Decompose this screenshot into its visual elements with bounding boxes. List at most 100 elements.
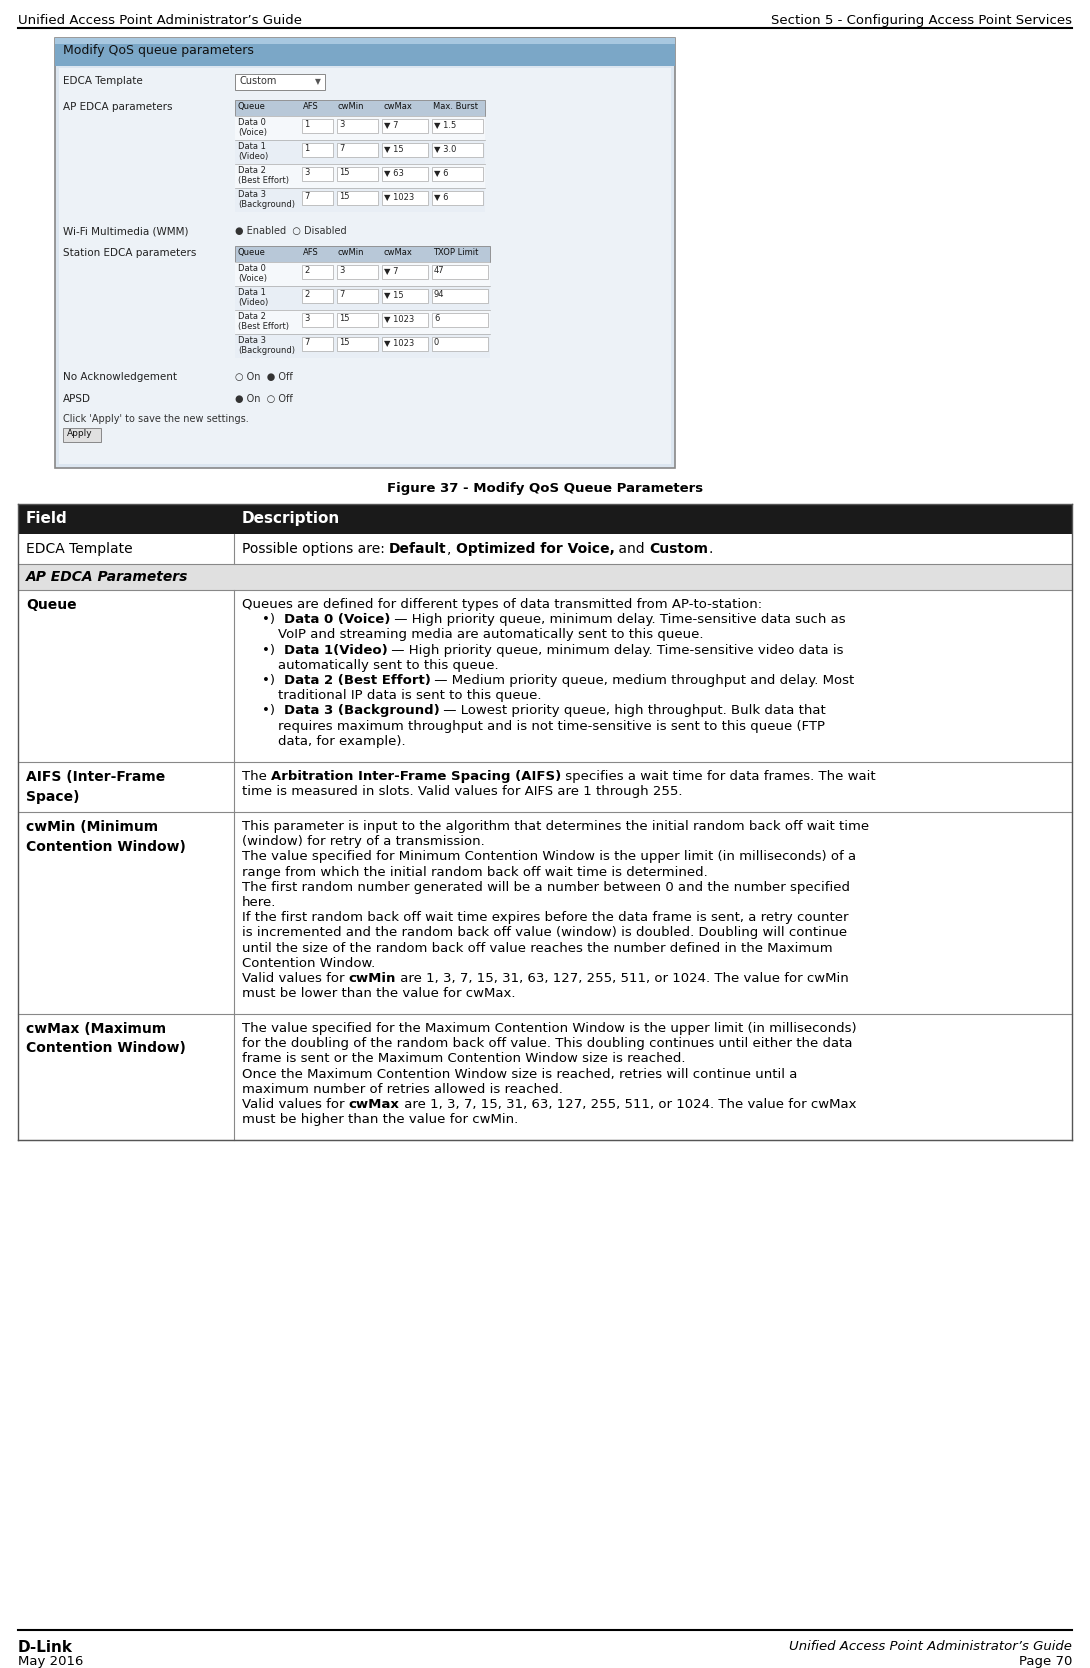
- Text: Valid values for: Valid values for: [242, 1098, 349, 1111]
- Text: cwMax (Maximum
Contention Window): cwMax (Maximum Contention Window): [26, 1022, 186, 1056]
- Text: ● On  ○ Off: ● On ○ Off: [235, 394, 293, 404]
- Text: The first random number generated will be a number between 0 and the number spec: The first random number generated will b…: [242, 881, 850, 894]
- Text: 47: 47: [434, 265, 445, 275]
- Text: Contention Window.: Contention Window.: [242, 957, 375, 969]
- Text: Field: Field: [26, 510, 68, 525]
- Bar: [235, 245, 490, 262]
- Text: cwMax: cwMax: [383, 249, 412, 257]
- Text: Unified Access Point Administrator’s Guide: Unified Access Point Administrator’s Gui…: [19, 13, 302, 27]
- Text: Data 0: Data 0: [238, 264, 266, 274]
- Text: must be higher than the value for cwMin.: must be higher than the value for cwMin.: [242, 1113, 518, 1126]
- Text: Data 3: Data 3: [238, 190, 266, 198]
- Text: automatically sent to this queue.: automatically sent to this queue.: [278, 659, 498, 672]
- Bar: [432, 265, 488, 279]
- Text: Page 70: Page 70: [1019, 1655, 1071, 1668]
- Text: must be lower than the value for cwMax.: must be lower than the value for cwMax.: [242, 987, 516, 1001]
- Text: •): •): [262, 674, 283, 687]
- Text: This parameter is input to the algorithm that determines the initial random back: This parameter is input to the algorithm…: [242, 821, 869, 832]
- Text: ▼ 6: ▼ 6: [434, 168, 448, 177]
- Text: ▼ 15: ▼ 15: [384, 143, 403, 153]
- Text: frame is sent or the Maximum Contention Window size is reached.: frame is sent or the Maximum Contention …: [242, 1053, 686, 1066]
- Text: and: and: [615, 542, 650, 555]
- Text: 1: 1: [304, 120, 310, 128]
- Text: 7: 7: [339, 290, 344, 299]
- Text: Data 2: Data 2: [238, 312, 266, 320]
- Text: Queues are defined for different types of data transmitted from AP-to-station:: Queues are defined for different types o…: [242, 599, 762, 610]
- Text: — Lowest priority queue, high throughput. Bulk data that: — Lowest priority queue, high throughput…: [439, 704, 826, 717]
- Text: Queue: Queue: [238, 249, 266, 257]
- Text: AIFS (Inter-Frame
Space): AIFS (Inter-Frame Space): [26, 771, 166, 804]
- Text: ▼ 15: ▼ 15: [384, 290, 403, 299]
- Text: .: .: [708, 542, 713, 555]
- Text: — Medium priority queue, medium throughput and delay. Most: — Medium priority queue, medium throughp…: [431, 674, 855, 687]
- Text: are 1, 3, 7, 15, 31, 63, 127, 255, 511, or 1024. The value for cwMax: are 1, 3, 7, 15, 31, 63, 127, 255, 511, …: [400, 1098, 856, 1111]
- Text: VoIP and streaming media are automatically sent to this queue.: VoIP and streaming media are automatical…: [278, 629, 703, 642]
- Text: ▼ 1023: ▼ 1023: [384, 339, 414, 347]
- Bar: [302, 167, 334, 182]
- Text: 3: 3: [304, 168, 310, 177]
- Bar: [19, 762, 1071, 812]
- Text: Station EDCA parameters: Station EDCA parameters: [63, 249, 196, 259]
- Bar: [302, 337, 334, 350]
- Text: 94: 94: [434, 290, 445, 299]
- Text: EDCA Template: EDCA Template: [26, 542, 133, 555]
- Bar: [382, 143, 428, 157]
- Text: Apply: Apply: [66, 429, 93, 439]
- Text: If the first random back off wait time expires before the data frame is sent, a : If the first random back off wait time e…: [242, 911, 848, 924]
- Bar: [432, 118, 483, 133]
- Bar: [54, 38, 675, 67]
- Text: cwMin: cwMin: [338, 102, 364, 112]
- Bar: [19, 1014, 1071, 1139]
- Text: (window) for retry of a transmission.: (window) for retry of a transmission.: [242, 836, 485, 849]
- Text: 7: 7: [304, 339, 310, 347]
- Text: (Background): (Background): [238, 200, 295, 208]
- Bar: [235, 73, 325, 90]
- Text: No Acknowledgement: No Acknowledgement: [63, 372, 177, 382]
- Text: (Voice): (Voice): [238, 128, 267, 137]
- Bar: [302, 192, 334, 205]
- Bar: [235, 117, 485, 140]
- Bar: [302, 314, 334, 327]
- Text: Data 1(Video): Data 1(Video): [283, 644, 387, 657]
- Bar: [235, 334, 490, 359]
- Text: Section 5 - Configuring Access Point Services: Section 5 - Configuring Access Point Ser…: [771, 13, 1071, 27]
- Text: here.: here.: [242, 896, 277, 909]
- Text: Data 3: Data 3: [238, 335, 266, 345]
- Bar: [54, 38, 675, 469]
- Text: ▼ 1023: ▼ 1023: [384, 192, 414, 202]
- Bar: [63, 429, 101, 442]
- Text: for the doubling of the random back off value. This doubling continues until eit: for the doubling of the random back off …: [242, 1037, 852, 1051]
- Text: 3: 3: [339, 120, 344, 128]
- Text: cwMax: cwMax: [383, 102, 412, 112]
- Text: (Video): (Video): [238, 299, 268, 307]
- Bar: [302, 118, 334, 133]
- Text: AFS: AFS: [303, 102, 318, 112]
- Text: 0: 0: [434, 339, 439, 347]
- Text: Custom: Custom: [239, 77, 277, 87]
- Bar: [19, 504, 1071, 534]
- Text: The: The: [242, 771, 271, 782]
- Text: (Best Effort): (Best Effort): [238, 322, 289, 330]
- Text: cwMin: cwMin: [338, 249, 364, 257]
- Text: is incremented and the random back off value (window) is doubled. Doubling will : is incremented and the random back off v…: [242, 926, 847, 939]
- Text: Data 3 (Background): Data 3 (Background): [283, 704, 439, 717]
- Text: — High priority queue, minimum delay. Time-sensitive video data is: — High priority queue, minimum delay. Ti…: [387, 644, 844, 657]
- Text: (Voice): (Voice): [238, 274, 267, 284]
- Text: 3: 3: [304, 314, 310, 324]
- Bar: [432, 167, 483, 182]
- Bar: [19, 534, 1071, 564]
- Text: Wi-Fi Multimedia (WMM): Wi-Fi Multimedia (WMM): [63, 225, 189, 235]
- Bar: [302, 143, 334, 157]
- Bar: [235, 100, 485, 117]
- Bar: [432, 337, 488, 350]
- Bar: [432, 314, 488, 327]
- Bar: [235, 188, 485, 212]
- Text: Valid values for: Valid values for: [242, 972, 349, 986]
- Text: •): •): [262, 644, 283, 657]
- Text: 15: 15: [339, 192, 350, 202]
- Text: Default: Default: [389, 542, 447, 555]
- Text: cwMax: cwMax: [349, 1098, 400, 1111]
- Text: Data 0: Data 0: [238, 118, 266, 127]
- Bar: [302, 265, 334, 279]
- Bar: [337, 192, 378, 205]
